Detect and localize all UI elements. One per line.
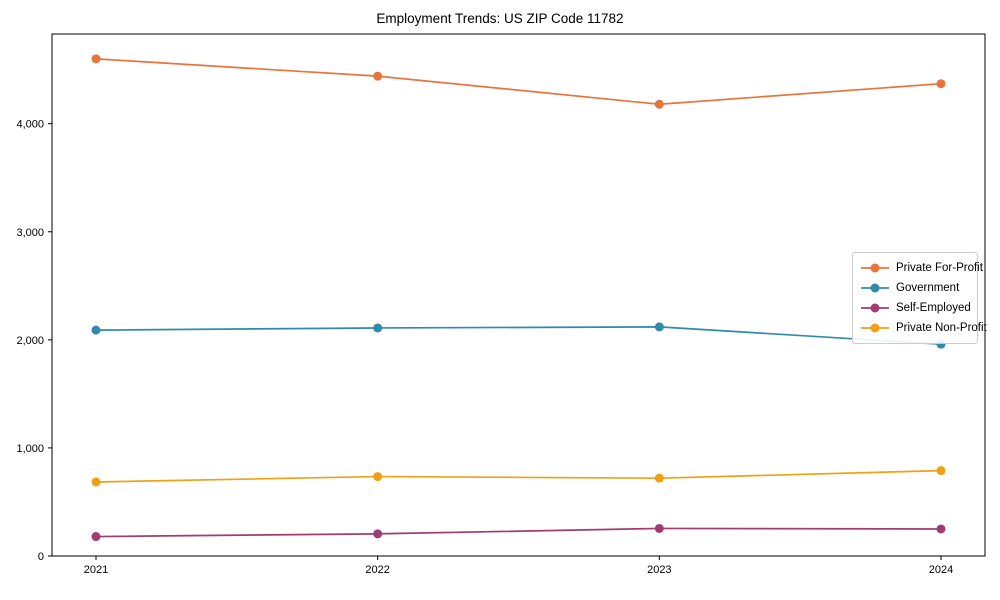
y-tick-label: 1,000 bbox=[16, 443, 44, 455]
data-point bbox=[91, 477, 101, 487]
legend-label: Private For-Profit bbox=[896, 262, 983, 274]
x-tick-label: 2022 bbox=[365, 564, 389, 576]
legend-marker-icon bbox=[861, 263, 889, 273]
data-point bbox=[373, 323, 383, 333]
data-point bbox=[91, 54, 101, 64]
legend-marker-icon bbox=[861, 323, 889, 333]
data-point bbox=[936, 79, 946, 89]
y-tick-label: 4,000 bbox=[16, 119, 44, 131]
series-line-private-for-profit bbox=[95, 58, 942, 106]
legend-dot bbox=[870, 283, 880, 293]
data-point bbox=[936, 524, 946, 534]
legend-marker-icon bbox=[861, 283, 889, 293]
series-line-government bbox=[95, 326, 942, 346]
legend: Private For-Profit Government Self-Employe… bbox=[852, 252, 987, 344]
data-point bbox=[654, 322, 664, 332]
legend-item: Government bbox=[860, 278, 970, 298]
y-tick-label: 2,000 bbox=[16, 335, 44, 347]
chart-title: Employment Trends: US ZIP Code 11782 bbox=[376, 11, 624, 26]
data-point bbox=[936, 466, 946, 476]
legend-label: Government bbox=[896, 282, 960, 294]
data-point bbox=[373, 71, 383, 81]
legend-marker-icon bbox=[861, 303, 889, 313]
data-point bbox=[91, 532, 101, 542]
legend-dot bbox=[870, 323, 880, 333]
data-point bbox=[654, 99, 664, 109]
data-point bbox=[373, 472, 383, 482]
y-tick-label: 0 bbox=[38, 551, 44, 563]
legend-dot bbox=[870, 263, 880, 273]
series-line-self-employed bbox=[95, 527, 942, 538]
legend-label: Private Non-Profit bbox=[896, 322, 987, 334]
series-line-private-non-profit bbox=[95, 469, 942, 483]
legend-dot bbox=[870, 303, 880, 313]
x-tick-label: 2023 bbox=[647, 564, 671, 576]
data-point bbox=[654, 523, 664, 533]
y-tick-label: 3,000 bbox=[16, 227, 44, 239]
x-tick-label: 2024 bbox=[929, 564, 953, 576]
data-point bbox=[91, 325, 101, 335]
legend-item: Private For-Profit bbox=[860, 258, 983, 278]
data-point bbox=[654, 473, 664, 483]
legend-item: Self-Employed bbox=[860, 298, 971, 318]
plot-frame bbox=[51, 33, 986, 557]
x-tick-label: 2021 bbox=[84, 564, 108, 576]
data-point bbox=[373, 529, 383, 539]
legend-label: Self-Employed bbox=[896, 302, 971, 314]
legend-item: Private Non-Profit bbox=[860, 318, 987, 338]
